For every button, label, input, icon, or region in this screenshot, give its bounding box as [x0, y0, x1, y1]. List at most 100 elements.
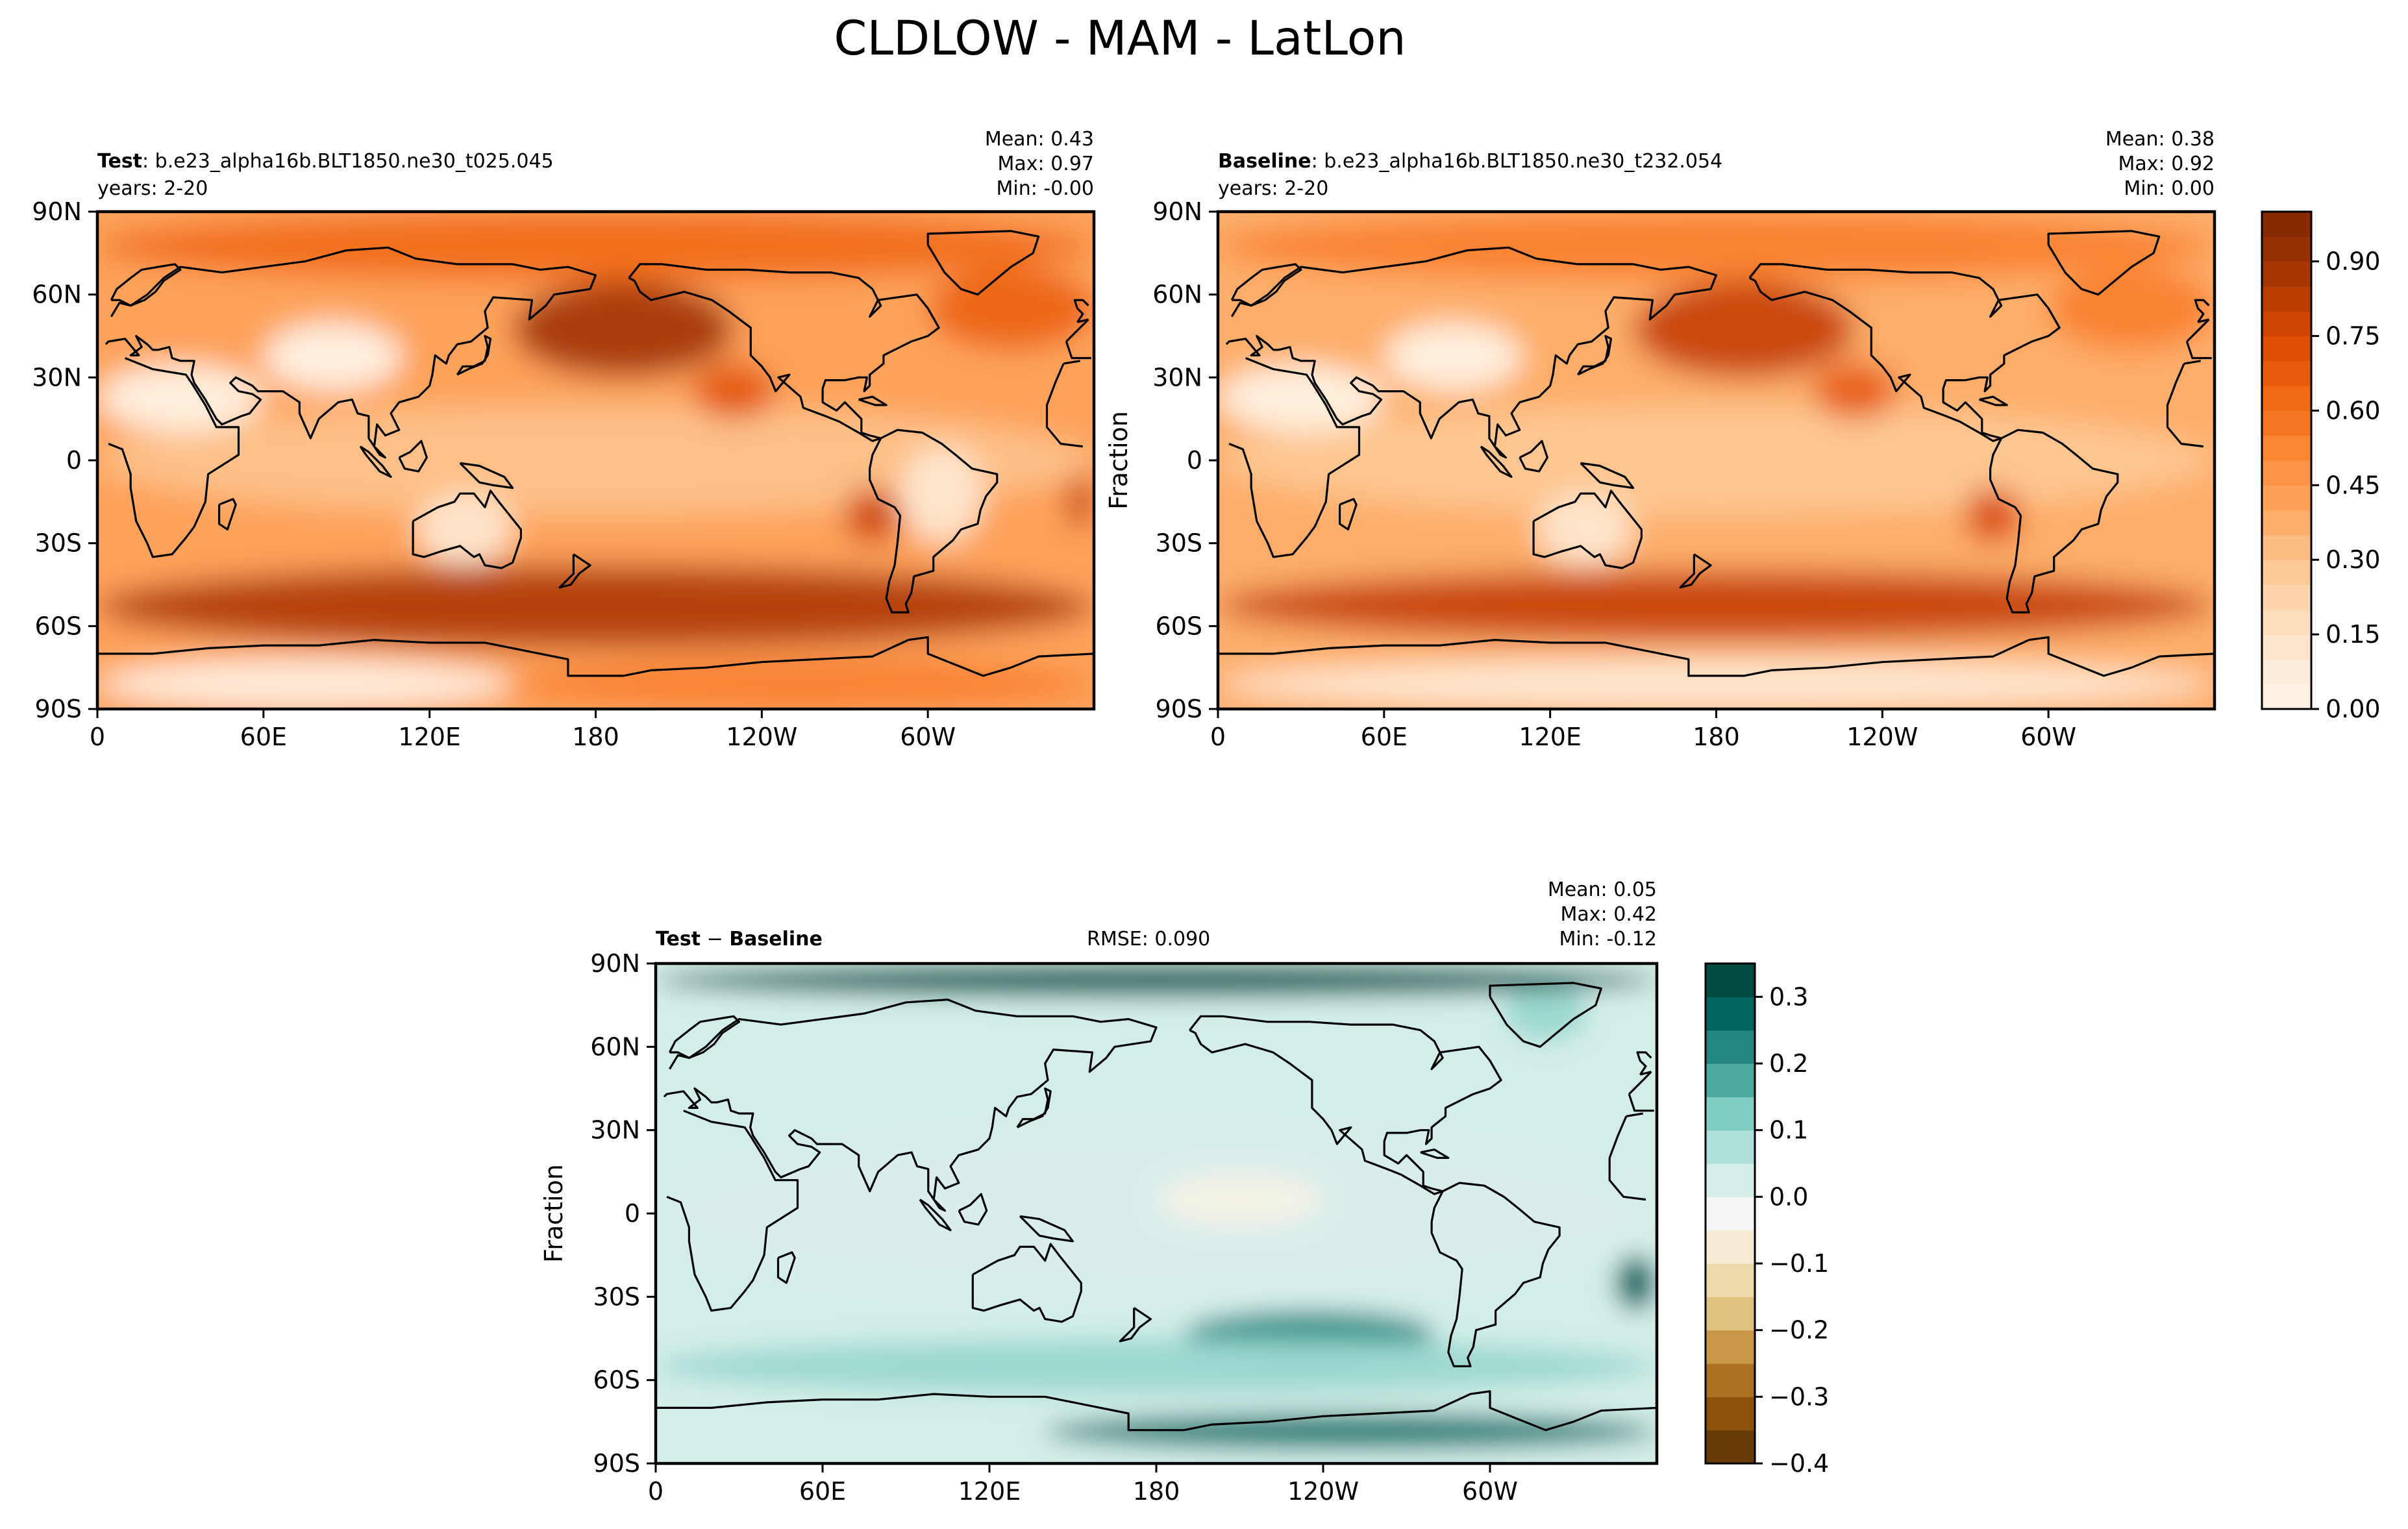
baseline-max: Max: 0.92: [2118, 153, 2215, 175]
y-tick-label: 60N: [1152, 280, 1202, 309]
difference-mean: Mean: 0.05: [1548, 878, 1657, 901]
colorbar-level: [1706, 1097, 1755, 1131]
coastline-northamerica: [628, 263, 940, 442]
difference-test-label: Test: [656, 928, 701, 951]
colorbar-frame: [1704, 962, 1756, 1465]
coastline-sumatra: [919, 1199, 952, 1232]
coastline-britain: [1636, 1051, 1652, 1076]
y-tick-label: 90N: [590, 949, 640, 978]
coastline-cuba: [1979, 395, 2008, 406]
test-y-axis: 90N 60N 30N 0 30S 60S 90S: [32, 197, 97, 723]
test-min: Min: -0.00: [997, 177, 1095, 200]
test-panel: Test: b.e23_alpha16b.BLT1850.ne30_t025.0…: [32, 128, 1096, 751]
colorbar-tick-label: 0.1: [1769, 1116, 1808, 1145]
colorbar-level: [2262, 286, 2311, 312]
y-tick-label: 30N: [32, 363, 82, 392]
x-tick-label: 0: [90, 723, 105, 751]
coastline-eurasia: [663, 999, 1654, 1212]
field-region: [1156, 1171, 1323, 1228]
y-tick-label: 90S: [1156, 695, 1202, 723]
coastline-africa: [1228, 357, 2204, 558]
field-region: [512, 659, 1094, 709]
x-tick-label: 120W: [1846, 723, 1918, 751]
field-region: [1384, 322, 1523, 392]
colorbar-level: [1706, 1430, 1755, 1464]
field-region: [263, 322, 403, 392]
test-field: [97, 212, 1094, 709]
field-region: [1045, 1413, 1657, 1450]
field-region: [97, 404, 1094, 516]
colorbar-level: [2262, 311, 2311, 337]
colorbar-level: [2262, 609, 2311, 635]
x-tick-label: 60E: [1361, 723, 1408, 751]
colorbar-tick-label: −0.3: [1769, 1382, 1829, 1411]
colorbar-level: [2262, 410, 2311, 436]
colorbar-tick-label: −0.2: [1769, 1316, 1829, 1345]
field-region: [1633, 280, 1855, 378]
difference-y-axis: 90N 60N 30N 0 30S 60S 90S: [590, 949, 656, 1478]
y-tick-label: 30S: [35, 529, 82, 558]
coastline-madagascar: [776, 1251, 796, 1284]
field-region: [692, 364, 776, 419]
baseline-y-axis: 90N 60N 30N 0 30S 60S 90S: [1152, 197, 1218, 723]
colorbar-level: [2262, 560, 2311, 586]
y-tick-label: 30S: [593, 1282, 640, 1311]
colorbar-tick-label: −0.1: [1769, 1249, 1829, 1278]
colorbar-level: [1706, 963, 1755, 997]
figure-title: CLDLOW - MAM - LatLon: [834, 11, 1406, 66]
colorbar-level: [1706, 1230, 1755, 1264]
field-region: [1615, 1255, 1657, 1311]
field-region: [656, 963, 1657, 997]
colorbar-level: [2262, 634, 2311, 660]
coastline-borneo: [958, 1193, 988, 1226]
y-tick-label: 90N: [32, 197, 82, 226]
colorbar-level: [2262, 659, 2311, 685]
difference-max: Max: 0.42: [1561, 903, 1657, 926]
coastline-madagascar: [218, 498, 237, 530]
coastline-sumatra: [359, 445, 392, 479]
difference-baseline-label: Baseline: [729, 928, 823, 951]
field-region: [1066, 474, 1094, 530]
colorbar-level: [2262, 212, 2311, 237]
field-region: [416, 493, 513, 566]
coastline-sumatra: [1480, 445, 1513, 479]
test-case-label: Test: [97, 150, 142, 173]
difference-rmse: RMSE: 0.090: [1087, 928, 1210, 951]
baseline-case-name: : b.e23_alpha16b.BLT1850.ne30_t232.054: [1311, 150, 1723, 173]
coastline-australia: [412, 490, 522, 569]
colorbar-level: [1706, 1330, 1755, 1364]
x-tick-label: 180: [1693, 723, 1740, 751]
coastline-japan: [456, 334, 492, 376]
coastline-australia: [1532, 490, 1643, 569]
colorbar-level: [1706, 997, 1755, 1031]
x-tick-label: 60E: [799, 1477, 846, 1506]
baseline-x-axis: 0 60E 120E 180 120W 60W: [1210, 709, 2076, 751]
coastline-borneo: [398, 440, 428, 473]
field-region: [1218, 571, 2215, 640]
x-tick-label: 60W: [1462, 1477, 1518, 1506]
difference-min: Min: -0.12: [1559, 928, 1657, 951]
x-tick-label: 60W: [900, 723, 956, 751]
colorbar-level: [2262, 534, 2311, 560]
y-tick-label: 0: [1187, 446, 1202, 475]
field-region: [512, 280, 734, 378]
colorbar-tick-label: 0.2: [1769, 1049, 1808, 1078]
colorbar-frame: [2261, 210, 2313, 710]
coastline-scandinavia: [110, 263, 182, 307]
baseline-coastlines: [1218, 230, 2215, 677]
difference-x-axis: 0 60E 120E 180 120W 60W: [648, 1463, 1518, 1506]
colorbar-level: [2262, 485, 2311, 511]
y-tick-label: 60S: [35, 612, 82, 640]
colorbar-tick-label: 0.60: [2326, 396, 2381, 425]
coastline-britain: [1073, 299, 1089, 323]
difference-field: [656, 963, 1657, 1463]
test-coastlines: [97, 230, 1094, 677]
coastline-antarctica: [656, 1390, 1657, 1432]
x-tick-label: 120E: [958, 1477, 1021, 1506]
colorbar-tick-label: 0.0: [1769, 1182, 1808, 1211]
colorbar-level: [1706, 1030, 1755, 1064]
coastline-newguinea: [1019, 1215, 1074, 1243]
difference-panel: Test − Baseline RMSE: 0.090 Mean: 0.05 M…: [540, 878, 1659, 1506]
test-case-header: Test: b.e23_alpha16b.BLT1850.ne30_t025.0…: [97, 150, 554, 173]
